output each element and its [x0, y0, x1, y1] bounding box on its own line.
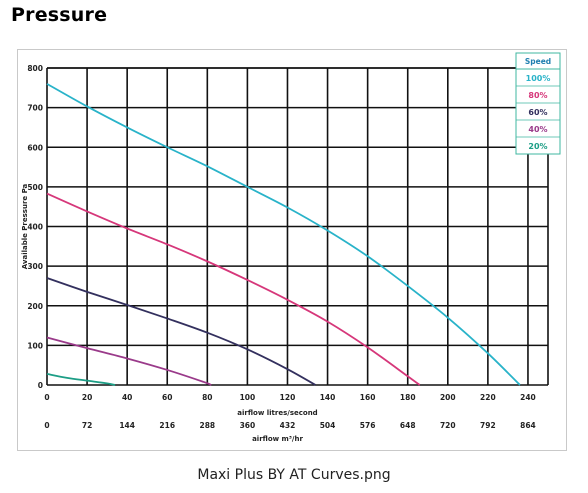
x2-tick-label: 864	[520, 421, 536, 430]
x2-tick-label: 288	[199, 421, 215, 430]
series-line-100pct	[46, 83, 521, 386]
x-tick-label: 20	[82, 393, 92, 402]
x2-tick-label: 648	[400, 421, 416, 430]
x2-tick-label: 360	[240, 421, 256, 430]
y-axis-label: Available Pressure Pa	[21, 183, 29, 269]
y-tick-label: 700	[27, 104, 43, 113]
legend-box	[515, 52, 561, 155]
series-line-80pct	[46, 192, 421, 386]
x-tick-label: 60	[162, 393, 172, 402]
y-tick-label: 0	[38, 381, 43, 390]
x2-tick-label: 432	[280, 421, 296, 430]
x2-tick-label: 792	[480, 421, 496, 430]
x2-tick-label: 216	[159, 421, 175, 430]
legend-entry-80pct: 80%	[528, 91, 547, 100]
x-tick-label: 200	[440, 393, 456, 402]
series-line-40pct	[46, 336, 212, 386]
x-tick-label: 40	[122, 393, 132, 402]
image-caption: Maxi Plus BY AT Curves.png	[197, 467, 391, 483]
y-tick-label: 600	[27, 143, 43, 152]
x2-tick-label: 720	[440, 421, 456, 430]
y-tick-label: 500	[27, 183, 43, 192]
x-tick-label: 140	[320, 393, 336, 402]
page-title: Pressure	[11, 4, 108, 26]
legend-entry-60pct: 60%	[528, 108, 547, 117]
x2-tick-label: 144	[119, 421, 135, 430]
x-tick-label: 80	[202, 393, 212, 402]
x-tick-label: 0	[44, 393, 49, 402]
x-tick-label: 160	[360, 393, 376, 402]
y-tick-label: 100	[27, 341, 43, 350]
x2-tick-label: 72	[82, 421, 92, 430]
series-line-20pct	[46, 373, 116, 386]
y-tick-label: 200	[27, 302, 43, 311]
chart-frame: 0 100 200 300 400 500 600 700 800 Available Press…	[17, 49, 567, 451]
y-tick-label: 800	[27, 64, 43, 73]
x2-axis-label: airflow m³/hr	[252, 435, 303, 443]
y-tick-label: 400	[27, 223, 43, 232]
x-tick-label: 100	[240, 393, 256, 402]
x-axis-label: airflow litres/second	[237, 409, 317, 417]
series-line-60pct	[46, 277, 316, 386]
x-tick-label: 220	[480, 393, 496, 402]
legend-entry-100pct: 100%	[526, 74, 551, 83]
x-tick-label: 180	[400, 393, 416, 402]
legend-entry-20pct: 20%	[528, 142, 547, 151]
y-tick-label: 300	[27, 262, 43, 271]
x2-tick-label: 504	[320, 421, 336, 430]
x2-tick-label: 0	[44, 421, 49, 430]
legend-title: Speed	[525, 57, 551, 66]
legend-entry-40pct: 40%	[528, 125, 547, 134]
x-tick-label: 120	[280, 393, 296, 402]
x2-tick-label: 576	[360, 421, 376, 430]
x-tick-label: 240	[520, 393, 536, 402]
